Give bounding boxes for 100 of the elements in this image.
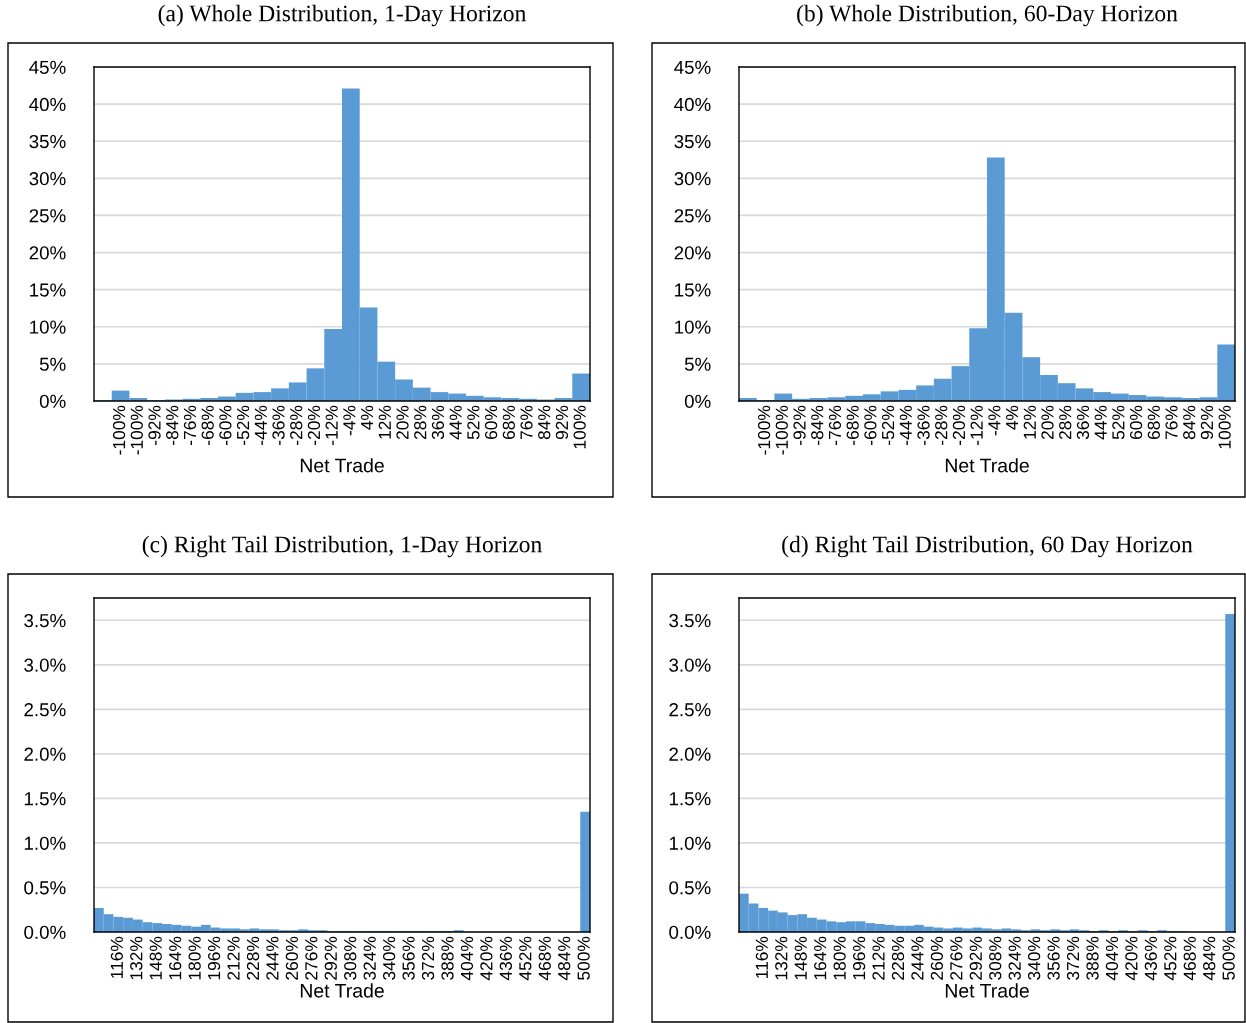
x-tick-label: -84% bbox=[811, 405, 824, 445]
x-tick-label: 324% bbox=[363, 936, 376, 980]
x-tick-label: -92% bbox=[148, 405, 161, 445]
x-tick-label: 388% bbox=[441, 936, 454, 980]
x-tick-label: -4% bbox=[988, 405, 1001, 436]
x-tick-label: 100% bbox=[573, 405, 586, 449]
x-tick-label: -36% bbox=[272, 405, 285, 445]
x-tick-label: 228% bbox=[891, 936, 905, 980]
x-tick-label: 100% bbox=[1218, 405, 1231, 449]
x-tick-label: 164% bbox=[814, 936, 827, 980]
y-tick-label: 30% bbox=[674, 172, 711, 186]
x-tick-label: 276% bbox=[305, 936, 318, 980]
chart-title: (b) Whole Distribution, 60-Day Horizon bbox=[797, 4, 1178, 27]
x-tick-label: -76% bbox=[828, 405, 842, 445]
y-tick-label: 30% bbox=[29, 172, 66, 186]
x-tick-label: 228% bbox=[246, 936, 260, 980]
y-tick-label: 2.0% bbox=[24, 747, 66, 761]
x-tick-label: 436% bbox=[1144, 936, 1157, 981]
x-tick-label: 148% bbox=[794, 936, 807, 980]
y-tick-label: 1.0% bbox=[669, 836, 711, 850]
x-tick-label: -52% bbox=[236, 405, 250, 445]
x-tick-label: 468% bbox=[1183, 936, 1196, 981]
x-tick-label: 404% bbox=[1105, 936, 1119, 981]
y-tick-label: 0% bbox=[39, 394, 66, 408]
y-tick-label: 45% bbox=[29, 60, 66, 74]
x-tick-label: 356% bbox=[402, 936, 415, 980]
x-tick-label: 84% bbox=[538, 405, 551, 440]
y-tick-label: 45% bbox=[674, 60, 711, 74]
x-tick-label: -20% bbox=[307, 405, 321, 445]
x-tick-label: -60% bbox=[219, 405, 232, 445]
x-tick-label: 484% bbox=[1203, 936, 1216, 981]
x-axis-title: Net Trade bbox=[945, 983, 1029, 998]
x-tick-label: 12% bbox=[1023, 405, 1036, 439]
x-tick-label: 36% bbox=[431, 405, 445, 440]
x-tick-label: -68% bbox=[846, 405, 859, 445]
x-tick-label: 52% bbox=[1112, 405, 1125, 440]
x-tick-label: 340% bbox=[1027, 936, 1041, 980]
x-tick-label: 68% bbox=[1147, 405, 1160, 440]
x-tick-label: 500% bbox=[577, 936, 590, 980]
x-tick-label: 132% bbox=[130, 936, 143, 980]
x-tick-label: 92% bbox=[555, 405, 569, 440]
x-tick-label: 28% bbox=[414, 405, 427, 440]
x-tick-label: 308% bbox=[344, 936, 357, 980]
x-tick-label: -68% bbox=[201, 405, 214, 445]
x-tick-label: 44% bbox=[1094, 405, 1107, 440]
y-tick-label: 40% bbox=[29, 97, 66, 112]
x-tick-label: -52% bbox=[881, 405, 895, 445]
y-tick-label: 0.5% bbox=[24, 881, 66, 895]
y-tick-label: 3.5% bbox=[24, 613, 66, 628]
x-tick-label: -60% bbox=[864, 405, 877, 445]
x-tick-label: 244% bbox=[266, 936, 279, 980]
x-tick-label: -76% bbox=[183, 405, 197, 445]
x-tick-label: -28% bbox=[290, 405, 303, 445]
x-tick-label: 452% bbox=[1164, 936, 1177, 981]
x-tick-label: 60% bbox=[484, 405, 498, 440]
x-tick-label: 420% bbox=[1125, 936, 1138, 981]
x-tick-label: 148% bbox=[149, 936, 162, 980]
x-tick-label: 388% bbox=[1086, 936, 1099, 980]
x-tick-label: 292% bbox=[324, 936, 337, 980]
chart-title: (d) Right Tail Distribution, 60 Day Horizon bbox=[782, 535, 1193, 558]
y-tick-label: 2.5% bbox=[669, 703, 711, 717]
x-tick-label: 84% bbox=[1183, 405, 1196, 440]
x-tick-label: 276% bbox=[950, 936, 963, 980]
x-tick-label: 164% bbox=[169, 936, 182, 980]
y-tick-label: 1.5% bbox=[24, 792, 66, 806]
x-tick-label: 324% bbox=[1008, 936, 1021, 980]
x-axis-title: Net Trade bbox=[945, 458, 1029, 473]
x-tick-label: 20% bbox=[396, 405, 409, 440]
x-tick-label: 260% bbox=[930, 936, 944, 980]
x-tick-label: 500% bbox=[1222, 936, 1235, 980]
x-tick-label: 292% bbox=[969, 936, 982, 980]
chart-title: (c) Right Tail Distribution, 1-Day Horizon bbox=[142, 535, 542, 558]
x-tick-label: 212% bbox=[872, 936, 885, 980]
y-tick-label: 10% bbox=[675, 320, 711, 334]
x-tick-label: 404% bbox=[460, 936, 474, 981]
x-tick-label: 196% bbox=[852, 936, 866, 980]
x-tick-label: 4% bbox=[361, 405, 374, 430]
x-tick-label: 52% bbox=[467, 405, 480, 440]
x-tick-label: 212% bbox=[227, 936, 240, 980]
y-tick-label: 1.0% bbox=[24, 836, 66, 850]
x-tick-label: -12% bbox=[325, 405, 338, 445]
x-tick-label: -100% bbox=[112, 405, 126, 455]
chart-title: (a) Whole Distribution, 1-Day Horizon bbox=[158, 4, 527, 27]
x-tick-label: 452% bbox=[519, 936, 532, 981]
y-tick-label: 0.0% bbox=[24, 925, 66, 939]
x-tick-label: 468% bbox=[538, 936, 551, 981]
x-tick-label: -100% bbox=[775, 405, 788, 455]
x-tick-label: -84% bbox=[166, 405, 179, 445]
y-tick-label: 20% bbox=[674, 246, 711, 260]
x-tick-label: -44% bbox=[899, 405, 912, 445]
y-tick-label: 15% bbox=[30, 283, 66, 297]
x-tick-label: -12% bbox=[970, 405, 983, 445]
y-tick-label: 40% bbox=[674, 97, 711, 112]
y-tick-label: 10% bbox=[30, 320, 66, 334]
x-tick-label: 340% bbox=[382, 936, 396, 980]
y-tick-label: 35% bbox=[674, 134, 711, 149]
x-tick-label: 196% bbox=[207, 936, 221, 980]
x-tick-label: 116% bbox=[110, 936, 123, 978]
x-tick-label: -100% bbox=[130, 405, 143, 455]
x-tick-label: 36% bbox=[1076, 405, 1090, 440]
